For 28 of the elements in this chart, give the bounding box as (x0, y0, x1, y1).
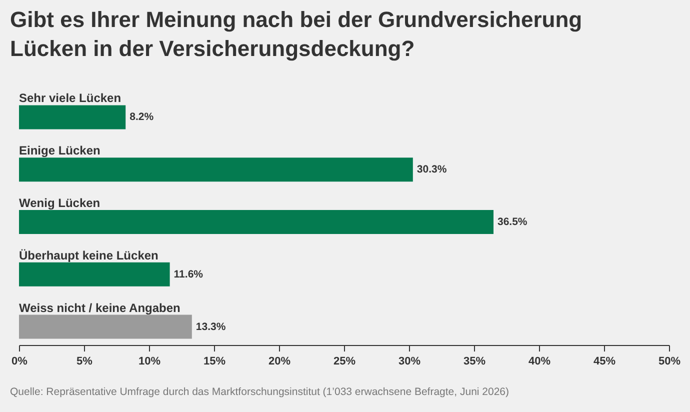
data-label: 30.3% (416, 164, 448, 176)
data-label: 36.5% (498, 216, 528, 228)
x-tick-label: 25% (333, 356, 356, 368)
x-tick-label: 0% (12, 356, 28, 368)
y-tick-label: Wenig Lücken (19, 196, 100, 210)
x-tick-label: 40% (528, 356, 551, 368)
y-tick-label: Sehr viele Lücken (19, 91, 122, 106)
y-tick-label: Einige Lücken (19, 144, 100, 158)
source-note: Quelle: Repräsentative Umfrage durch das Marktforschungsinstitut (1’033 erwachsene Befragte, Juni 2026) (10, 386, 510, 398)
chart-title: Gibt es Ihrer Meinung nach bei der Grundversicherung Lücken in der Versicherungsdeckung? (10, 7, 582, 61)
y-tick-label: Weiss nicht / keine Angaben (19, 300, 180, 315)
x-tick-label: 45% (593, 356, 616, 368)
data-label: 8.2% (130, 111, 154, 124)
data-label: 13.3% (196, 320, 226, 333)
bar (19, 210, 494, 234)
bar (19, 158, 413, 182)
bar (19, 105, 126, 130)
y-tick-label: Überhaupt keine Lücken (19, 248, 158, 262)
x-tick-label: 50% (658, 356, 681, 368)
bar (19, 314, 192, 339)
x-tick-label: 20% (268, 356, 291, 368)
x-tick-label: 35% (463, 356, 486, 368)
x-tick-label: 10% (138, 356, 161, 368)
data-label: 11.6% (174, 268, 204, 280)
bar (19, 262, 170, 286)
x-tick-label: 30% (398, 356, 421, 368)
x-tick-label: 5% (76, 356, 93, 368)
x-tick-label: 15% (203, 356, 226, 368)
